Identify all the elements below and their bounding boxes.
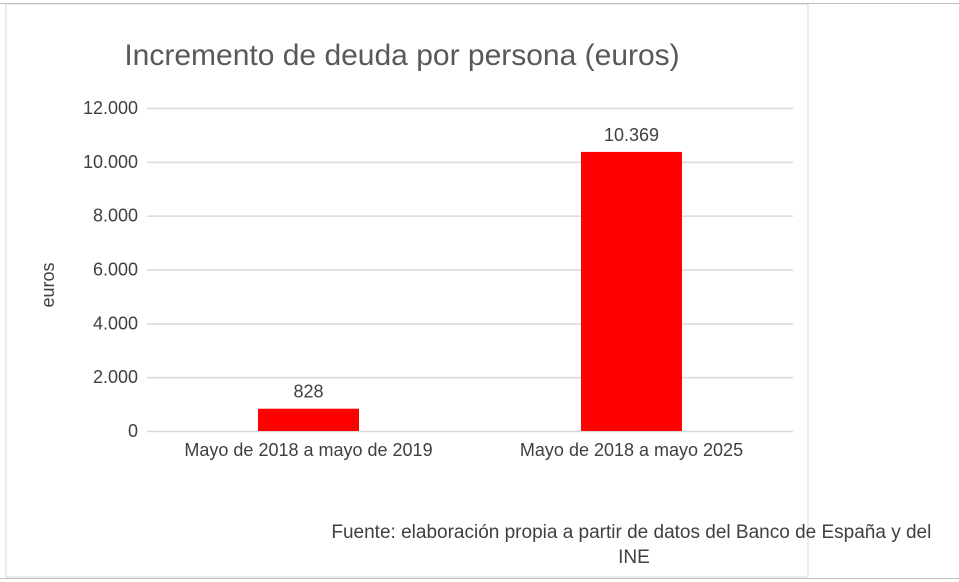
bar <box>258 408 359 431</box>
y-tick-label: 12.000 <box>83 98 138 118</box>
data-label: 828 <box>293 382 323 402</box>
source-note-line-2: INE <box>618 547 650 568</box>
bar <box>581 151 682 432</box>
data-label: 10.369 <box>604 125 659 145</box>
y-tick-label: 2.000 <box>93 367 138 387</box>
chart-frame <box>5 3 809 578</box>
y-axis-label: euros <box>38 262 58 307</box>
y-tick-label: 10.000 <box>83 152 138 172</box>
source-note: Fuente: elaboración propia a partir de d… <box>331 522 936 568</box>
bars: 828 10.369 <box>258 125 682 432</box>
x-tick-labels: Mayo de 2018 a mayo de 2019 Mayo de 2018 … <box>184 440 743 460</box>
chart-title: Incremento de deuda por persona (euros) <box>124 39 679 72</box>
y-tick-label: 4.000 <box>93 313 138 333</box>
gridlines <box>147 107 793 433</box>
x-tick-label: Mayo de 2018 a mayo de 2019 <box>184 440 432 460</box>
y-tick-label: 0 <box>128 421 138 441</box>
source-note-line-1: Fuente: elaboración propia a partir de d… <box>331 522 931 543</box>
x-tick-label: Mayo de 2018 a mayo 2025 <box>520 440 743 460</box>
y-tick-labels: 0 2.000 4.000 6.000 8.000 10.000 12.000 <box>83 98 138 441</box>
y-tick-label: 6.000 <box>93 260 138 280</box>
y-tick-label: 8.000 <box>93 206 138 226</box>
